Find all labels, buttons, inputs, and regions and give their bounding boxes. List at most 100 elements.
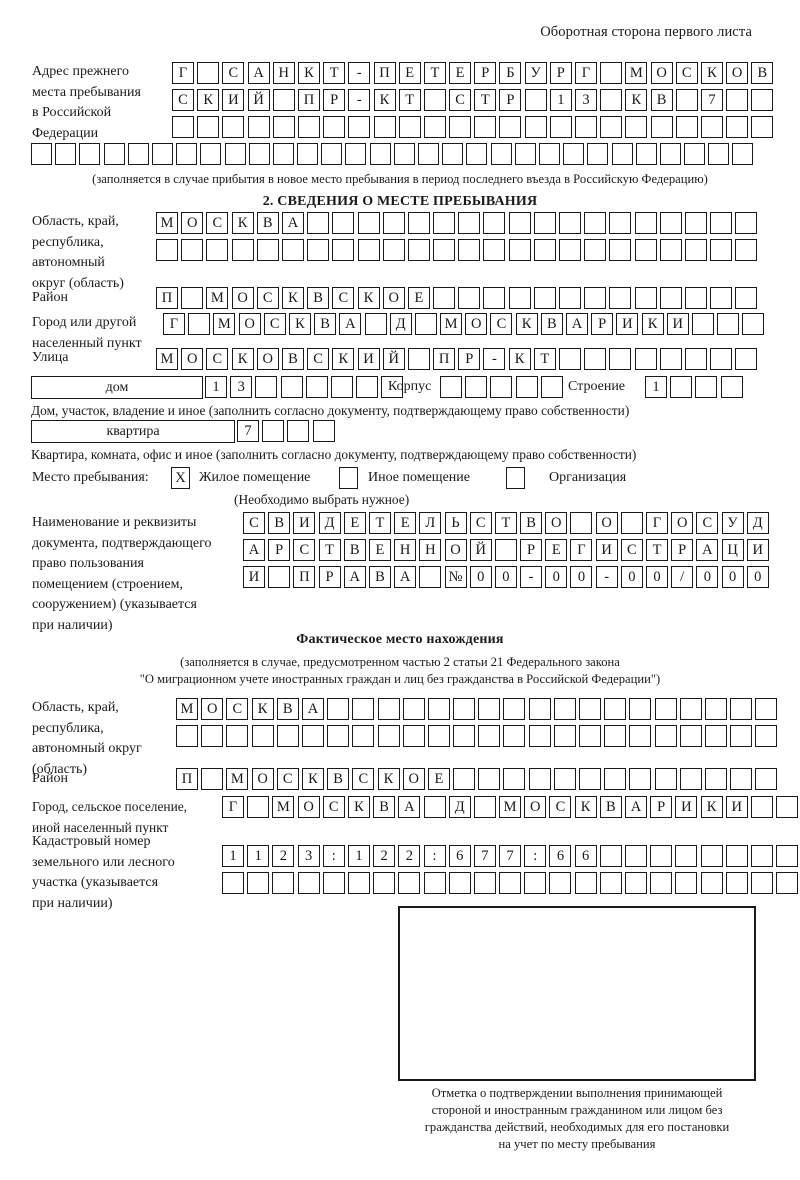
char-cell[interactable]: И — [725, 796, 748, 818]
char-cell[interactable] — [453, 768, 476, 790]
char-cell[interactable] — [599, 872, 622, 894]
char-cell[interactable]: У — [524, 62, 547, 84]
char-cell[interactable] — [679, 768, 702, 790]
char-cell[interactable] — [514, 143, 536, 165]
char-cell[interactable] — [490, 143, 512, 165]
char-cell[interactable] — [650, 116, 673, 138]
char-cell[interactable] — [423, 872, 446, 894]
char-cell[interactable] — [332, 239, 355, 261]
char-cell[interactable] — [297, 143, 319, 165]
char-cell[interactable]: 0 — [746, 566, 769, 588]
char-cell[interactable] — [287, 420, 310, 442]
char-cell[interactable] — [499, 872, 522, 894]
char-cell[interactable] — [684, 239, 707, 261]
char-cell[interactable]: Т — [323, 62, 346, 84]
char-cell[interactable]: О — [181, 212, 204, 234]
char-cell[interactable] — [352, 698, 375, 720]
char-cell[interactable]: Р — [474, 62, 497, 84]
char-cell[interactable] — [327, 725, 350, 747]
char-cell[interactable]: К — [508, 348, 531, 370]
char-cell[interactable]: 1 — [247, 845, 270, 867]
char-cell[interactable]: Е — [394, 512, 417, 534]
char-cell[interactable]: В — [650, 89, 673, 111]
char-cell[interactable] — [79, 143, 101, 165]
char-cell[interactable]: Т — [398, 89, 421, 111]
char-cell[interactable]: С — [696, 512, 719, 534]
char-cell[interactable]: Е — [398, 62, 421, 84]
char-cell[interactable] — [151, 143, 173, 165]
char-cell[interactable] — [127, 143, 149, 165]
char-cell[interactable] — [382, 212, 405, 234]
char-cell[interactable] — [176, 143, 198, 165]
char-cell[interactable]: К — [377, 768, 400, 790]
char-cell[interactable] — [297, 116, 320, 138]
char-cell[interactable]: О — [201, 698, 224, 720]
char-cell[interactable]: Й — [247, 89, 270, 111]
char-cell[interactable]: С — [276, 768, 299, 790]
char-cell[interactable] — [222, 872, 244, 894]
char-cell[interactable]: С — [549, 796, 572, 818]
char-cell[interactable]: В — [540, 313, 563, 335]
checkbox-other-premises[interactable] — [339, 467, 358, 489]
char-cell[interactable] — [201, 725, 224, 747]
char-cell[interactable]: М — [272, 796, 295, 818]
char-cell[interactable] — [675, 872, 698, 894]
char-cell[interactable] — [494, 539, 517, 561]
char-cell[interactable] — [377, 725, 400, 747]
char-cell[interactable]: А — [394, 566, 417, 588]
char-cell[interactable]: К — [297, 62, 320, 84]
char-cell[interactable] — [393, 143, 415, 165]
char-cell[interactable] — [579, 768, 601, 790]
char-cell[interactable] — [528, 768, 551, 790]
char-cell[interactable]: 7 — [700, 89, 723, 111]
char-cell[interactable] — [604, 768, 627, 790]
char-cell[interactable]: С — [243, 512, 265, 534]
char-cell[interactable] — [433, 239, 456, 261]
char-cell[interactable]: - — [348, 89, 371, 111]
char-cell[interactable] — [332, 212, 355, 234]
char-cell[interactable] — [440, 376, 462, 398]
char-cell[interactable] — [268, 566, 291, 588]
char-cell[interactable]: Р — [458, 348, 481, 370]
char-cell[interactable] — [181, 239, 204, 261]
char-cell[interactable] — [201, 768, 224, 790]
char-cell[interactable]: 0 — [620, 566, 643, 588]
char-cell[interactable]: Й — [382, 348, 405, 370]
char-cell[interactable]: Е — [343, 512, 366, 534]
char-cell[interactable] — [609, 287, 632, 309]
char-cell[interactable] — [659, 239, 682, 261]
char-cell[interactable] — [483, 287, 506, 309]
char-cell[interactable]: С — [620, 539, 643, 561]
char-cell[interactable]: В — [256, 212, 279, 234]
char-cell[interactable]: 0 — [545, 566, 568, 588]
char-cell[interactable]: А — [301, 698, 324, 720]
char-cell[interactable] — [735, 348, 758, 370]
char-cell[interactable]: : — [322, 845, 345, 867]
char-cell[interactable]: 7 — [473, 845, 496, 867]
char-cell[interactable]: Й — [469, 539, 492, 561]
char-cell[interactable] — [478, 725, 501, 747]
char-cell[interactable] — [659, 143, 681, 165]
char-cell[interactable] — [312, 420, 335, 442]
char-cell[interactable] — [515, 376, 538, 398]
char-cell[interactable]: К — [641, 313, 664, 335]
char-cell[interactable] — [31, 143, 52, 165]
char-cell[interactable] — [579, 725, 601, 747]
char-cell[interactable]: О — [251, 768, 274, 790]
char-cell[interactable]: К — [197, 89, 220, 111]
char-cell[interactable]: 1 — [645, 376, 667, 398]
char-cell[interactable]: С — [263, 313, 286, 335]
char-cell[interactable]: В — [368, 566, 391, 588]
char-cell[interactable] — [423, 116, 446, 138]
char-cell[interactable]: И — [222, 89, 245, 111]
char-cell[interactable] — [176, 725, 198, 747]
char-cell[interactable]: О — [595, 512, 618, 534]
char-cell[interactable]: К — [574, 796, 597, 818]
char-cell[interactable]: Д — [448, 796, 471, 818]
char-cell[interactable]: С — [307, 348, 330, 370]
char-cell[interactable]: П — [433, 348, 456, 370]
char-cell[interactable] — [609, 348, 632, 370]
char-cell[interactable]: П — [297, 89, 320, 111]
